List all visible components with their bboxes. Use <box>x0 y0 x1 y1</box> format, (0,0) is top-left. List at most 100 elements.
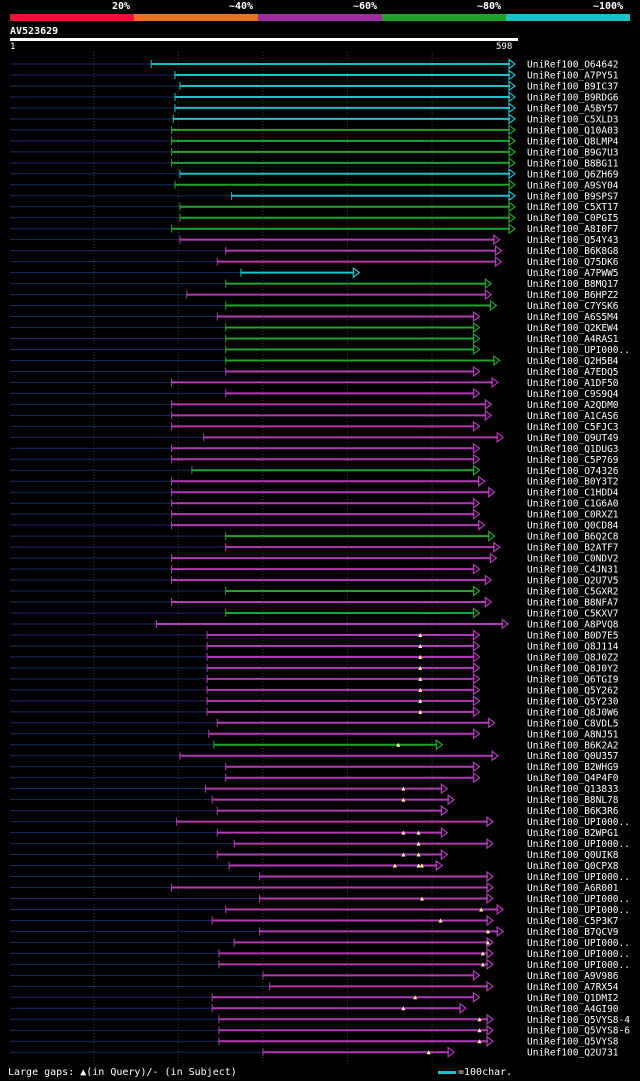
hit-label: UniRef100_C5GXR2 <box>527 587 619 598</box>
hit-label: UniRef100_A8I0F7 <box>527 224 619 235</box>
legend-swatch-40 <box>134 14 258 21</box>
hit-label: UniRef100_C5XLD3 <box>527 114 619 125</box>
hit-arrow <box>486 958 495 971</box>
hit-arrow <box>491 376 500 389</box>
hit-arrow <box>472 464 481 476</box>
hit-label: UniRef100_B9IC37 <box>527 81 619 92</box>
hit-arrow <box>486 980 495 993</box>
hit-label: UniRef100_UPI000.. <box>527 905 630 916</box>
hit-label: UniRef100_UPI000.. <box>527 817 630 828</box>
hit-label: UniRef100_A9V986 <box>527 971 619 982</box>
gap-marker <box>418 687 423 692</box>
hit-arrow <box>472 640 481 652</box>
hit-arrow <box>472 321 481 334</box>
hit-arrow <box>472 662 481 674</box>
gap-marker <box>401 852 406 857</box>
hit-label: UniRef100_O64642 <box>527 60 619 71</box>
gap-marker <box>413 995 418 1000</box>
gap-marker <box>485 940 490 945</box>
hit-arrow <box>508 135 516 147</box>
hit-arrow <box>484 277 493 290</box>
hit-arrow <box>508 91 516 103</box>
hit-arrow <box>508 102 516 114</box>
hit-label: UniRef100_C5KXV7 <box>527 609 619 620</box>
hit-arrow <box>472 420 481 433</box>
hit-label: UniRef100_B7QCV9 <box>527 927 619 938</box>
hit-arrow <box>508 201 516 213</box>
hit-arrow <box>447 1046 456 1058</box>
hit-arrow <box>459 1002 467 1014</box>
hit-arrow <box>493 233 501 246</box>
legend-swatch-20 <box>10 14 134 21</box>
hit-label: UniRef100_B0D7E5 <box>527 630 619 641</box>
gap-marker <box>418 698 423 703</box>
hit-label: UniRef100_Q2U731 <box>527 1048 619 1059</box>
hit-label: UniRef100_A9SY04 <box>527 180 619 191</box>
gap-marker <box>418 632 423 637</box>
gap-marker <box>477 1028 482 1033</box>
hit-arrow <box>472 706 481 718</box>
hit-label: UniRef100_Q10A03 <box>527 125 619 136</box>
hit-arrow <box>484 574 493 586</box>
hit-label: UniRef100_UPI000.. <box>527 894 630 905</box>
gap-marker <box>479 907 484 912</box>
gap-marker <box>416 830 421 835</box>
hit-label: UniRef100_B8MQ17 <box>527 279 619 290</box>
hit-arrow <box>508 80 516 92</box>
gap-marker <box>396 742 401 747</box>
hit-label: UniRef100_B9RDG6 <box>527 92 619 103</box>
legend-label-60: ~60% <box>353 1 378 12</box>
hit-label: UniRef100_A1DF50 <box>527 378 619 389</box>
hit-arrow <box>447 793 456 806</box>
hit-label: UniRef100_C5P3K7 <box>527 916 619 927</box>
hit-label: UniRef100_Q2H5B4 <box>527 356 619 367</box>
gap-marker <box>401 786 406 791</box>
gap-marker <box>418 654 423 659</box>
gap-marker <box>419 896 424 901</box>
gap-marker <box>418 676 423 681</box>
hit-label: UniRef100_B0Y3T2 <box>527 477 619 488</box>
hit-label: UniRef100_B6HPZ2 <box>527 290 619 301</box>
hit-label: UniRef100_Q75DK6 <box>527 257 619 268</box>
scale-legend: =100char. <box>438 1067 512 1078</box>
hit-arrow <box>472 442 481 454</box>
hit-arrow <box>508 146 516 158</box>
gap-marker <box>477 1039 482 1044</box>
hit-label: UniRef100_C5FJC3 <box>527 422 619 433</box>
hit-label: UniRef100_A8PVQ8 <box>527 619 619 630</box>
gap-marker <box>416 841 421 846</box>
legend-label-80: ~80% <box>477 1 502 12</box>
hit-label: UniRef100_Q4P4F0 <box>527 773 619 784</box>
hit-label: UniRef100_A5BY57 <box>527 103 619 114</box>
hit-label: UniRef100_C7YSK6 <box>527 301 619 312</box>
legend-label-100: ~100% <box>593 1 624 12</box>
hit-arrow <box>472 332 481 345</box>
legend-swatch-60 <box>258 14 382 21</box>
hit-label: UniRef100_Q8J114 <box>527 641 619 652</box>
hit-label: UniRef100_C0NDV2 <box>527 554 619 565</box>
hit-arrow <box>472 387 481 400</box>
hit-label: UniRef100_Q5Y230 <box>527 696 619 707</box>
gap-marker <box>485 929 490 934</box>
gap-marker <box>480 951 485 956</box>
hit-arrow <box>489 552 498 564</box>
hit-label: UniRef100_Q5VYS8-6 <box>527 1026 630 1037</box>
hit-arrow <box>472 728 481 740</box>
hit-arrow <box>491 750 500 762</box>
hit-arrow <box>472 453 481 465</box>
gap-marker <box>419 863 424 868</box>
gap-marker <box>426 1050 431 1055</box>
hit-arrow <box>472 772 481 784</box>
hit-arrow <box>472 629 481 641</box>
gap-marker <box>392 863 397 868</box>
hit-label: UniRef100_Q1DUG3 <box>527 444 619 455</box>
hit-label: UniRef100_B6K2A2 <box>527 740 619 751</box>
hit-label: UniRef100_A7PWW5 <box>527 268 619 279</box>
query-name: AV523629 <box>10 26 59 37</box>
hit-arrow <box>508 124 516 136</box>
gap-marker <box>401 830 406 835</box>
hit-arrow <box>472 684 481 696</box>
hit-arrow <box>472 343 481 356</box>
ruler-start-label: 1 <box>10 42 16 52</box>
hit-label: UniRef100_Q2U7V5 <box>527 576 619 587</box>
